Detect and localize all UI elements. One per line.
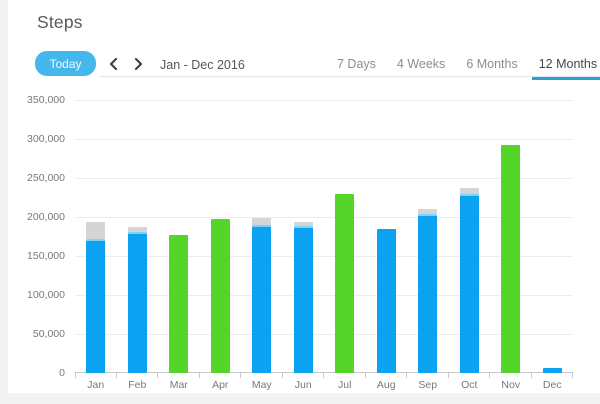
steps-bar-segment: [376, 229, 396, 373]
month-cell-feb: Feb: [117, 100, 159, 391]
month-label-feb: Feb: [128, 379, 147, 391]
next-period-button[interactable]: [130, 56, 146, 72]
gridline-200000: [75, 217, 573, 218]
month-label-apr: Apr: [212, 379, 229, 391]
month-label-mar: Mar: [169, 379, 188, 391]
goal-remainder-cap: [127, 227, 147, 232]
steps-bar-segment: [418, 213, 438, 373]
gridline-100000: [75, 295, 573, 296]
month-label-aug: Aug: [376, 379, 396, 391]
month-cell-apr: Apr: [200, 100, 242, 391]
y-axis-labels: 0 50,000 100,000 150,000 200,000 250,000 300,0…: [0, 94, 65, 379]
goal-remainder-cap: [459, 188, 479, 195]
steps-bar-dec[interactable]: [542, 367, 562, 373]
steps-bar-aug[interactable]: [376, 229, 396, 373]
steps-bar-segment: [459, 194, 479, 373]
prev-period-button[interactable]: [106, 56, 122, 72]
month-cell-jul: Jul: [324, 100, 366, 391]
today-button[interactable]: Today: [35, 51, 96, 76]
plot-area: [75, 100, 573, 373]
month-label-jun: Jun: [294, 379, 312, 391]
y-tick-label-100000: 100,000: [27, 289, 65, 301]
steps-bar-mar[interactable]: [169, 234, 189, 373]
period-tabs: 7 Days 4 Weeks 6 Months 12 Months: [337, 57, 600, 80]
gridline-50000: [75, 334, 573, 335]
month-cell-nov: Nov: [490, 100, 532, 391]
month-label-may: May: [251, 379, 272, 391]
y-tick-label-0: 0: [59, 367, 65, 379]
steps-bar-may[interactable]: [252, 217, 272, 373]
steps-bar-oct[interactable]: [459, 188, 479, 373]
steps-bar-segment: [252, 224, 272, 373]
month-cell-jan: Jan: [75, 100, 117, 391]
month-cell-sep: Sep: [407, 100, 449, 391]
month-label-oct: Oct: [461, 379, 478, 391]
month-label-nov: Nov: [501, 379, 521, 391]
steps-bar-segment: [542, 367, 562, 373]
chevron-left-icon: [109, 57, 118, 71]
goal-remainder-cap: [252, 217, 272, 225]
month-label-jul: Jul: [338, 379, 352, 391]
steps-bar-jan[interactable]: [86, 222, 106, 373]
y-tick-label-50000: 50,000: [32, 328, 65, 340]
steps-bar-jun[interactable]: [293, 222, 313, 373]
y-tick-label-200000: 200,000: [27, 211, 65, 223]
goal-met-bar-segment: [335, 193, 355, 373]
steps-bar-apr[interactable]: [210, 219, 230, 373]
month-label-sep: Sep: [418, 379, 438, 391]
goal-met-bar-segment: [210, 219, 230, 373]
gridline-300000: [75, 139, 573, 140]
month-cell-oct: Oct: [449, 100, 491, 391]
goal-met-bar-segment: [501, 145, 521, 373]
gridline-250000: [75, 178, 573, 179]
month-label-dec: Dec: [542, 379, 562, 391]
y-tick-label-350000: 350,000: [27, 94, 65, 106]
steps-bar-segment: [293, 225, 313, 373]
steps-bar-sep[interactable]: [418, 209, 438, 373]
tab-6-months[interactable]: 6 Months: [466, 57, 518, 71]
month-cell-jun: Jun: [283, 100, 325, 391]
month-cell-mar: Mar: [158, 100, 200, 391]
tab-4-weeks[interactable]: 4 Weeks: [396, 57, 446, 71]
tab-12-months[interactable]: 12 Months: [531, 57, 600, 80]
steps-bar-segment: [127, 231, 147, 373]
goal-remainder-cap: [293, 222, 313, 226]
steps-bar-segment: [86, 238, 106, 373]
steps-bar-feb[interactable]: [127, 227, 147, 373]
date-range-label: Jan - Dec 2016: [160, 58, 245, 72]
month-label-jan: Jan: [87, 379, 105, 391]
y-tick-label-250000: 250,000: [27, 172, 65, 184]
page-title: Steps: [37, 12, 83, 32]
goal-remainder-cap: [418, 209, 438, 214]
y-tick-label-300000: 300,000: [27, 133, 65, 145]
steps-bar-jul[interactable]: [335, 193, 355, 373]
tab-7-days[interactable]: 7 Days: [337, 57, 376, 71]
bars-container: Jan Feb Mar Apr May Jun Jul Aug Sep Oct Nov Dec: [75, 100, 574, 391]
month-cell-dec: Dec: [532, 100, 574, 391]
month-cell-may: May: [241, 100, 283, 391]
goal-met-bar-segment: [169, 234, 189, 373]
steps-bar-nov[interactable]: [501, 145, 521, 373]
gridline-150000: [75, 256, 573, 257]
goal-remainder-cap: [86, 222, 106, 239]
y-tick-label-150000: 150,000: [27, 250, 65, 262]
month-cell-aug: Aug: [366, 100, 408, 391]
nav-divider: [99, 76, 600, 77]
gridline-350000: [75, 100, 573, 101]
chevron-right-icon: [134, 57, 143, 71]
